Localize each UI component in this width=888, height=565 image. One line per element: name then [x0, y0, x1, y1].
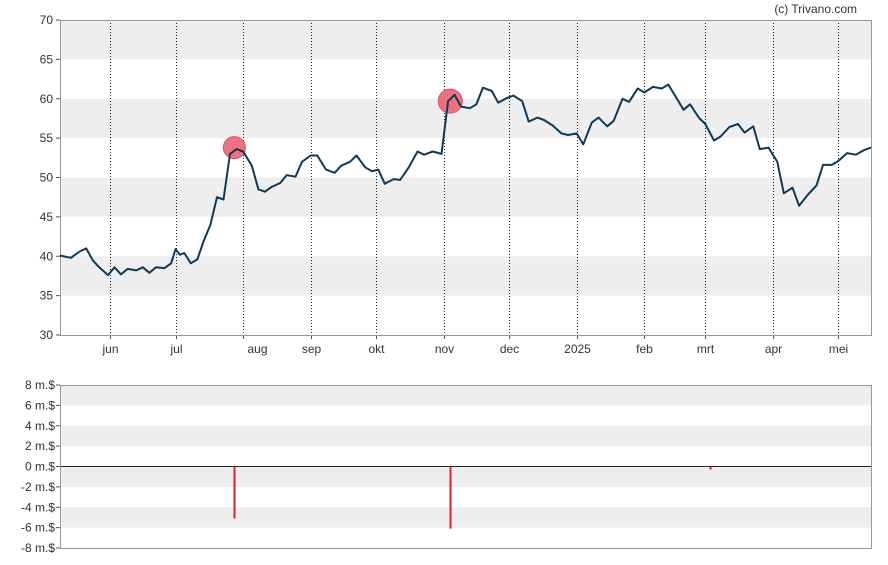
x-tick-label: dec	[500, 342, 519, 356]
y-tick-label: 65	[40, 52, 54, 66]
price-grid-band	[60, 98, 871, 139]
x-tick-label: jul	[169, 342, 182, 356]
price-panel: jun jul aug sep okt nov dec 2025 feb mrt apr mei 30 3…	[40, 13, 872, 356]
volume-plot-frame	[60, 385, 872, 549]
y-tick-label: 60	[40, 92, 54, 106]
price-grid-band	[60, 20, 871, 60]
y-tick-label: 45	[40, 210, 54, 224]
volume-y-tick-label: 8 m.$	[25, 378, 55, 392]
volume-y-tick-label: -8 m.$	[21, 541, 55, 555]
price-plot-frame	[60, 20, 872, 336]
x-tick-label: nov	[435, 342, 454, 356]
event-marker	[437, 88, 463, 114]
x-tick-label: mei	[829, 342, 848, 356]
y-tick-label: 40	[40, 249, 54, 263]
volume-y-tick-label: 0 m.$	[25, 460, 55, 474]
y-tick-label: 55	[40, 131, 54, 145]
volume-y-tick-label: -2 m.$	[21, 480, 55, 494]
x-tick-label: okt	[368, 342, 385, 356]
volume-y-tick-label: 6 m.$	[25, 398, 55, 412]
price-grid-band	[60, 177, 871, 217]
y-tick-label: 35	[40, 289, 54, 303]
x-tick-label: aug	[247, 342, 267, 356]
volume-y-tick-label: 2 m.$	[25, 439, 55, 453]
volume-grid-band	[60, 385, 871, 406]
volume-grid-band	[60, 507, 871, 528]
x-tick-label: mrt	[697, 342, 715, 356]
credit-text: (c) Trivano.com	[774, 2, 857, 16]
volume-panel: 8 m.$ 6 m.$ 4 m.$ 2 m.$ 0 m.$ -2 m.$ -4 m.$ -6 …	[21, 378, 872, 555]
x-tick-label: 2025	[564, 342, 591, 356]
volume-y-tick-label: 4 m.$	[25, 419, 55, 433]
y-tick-label: 70	[40, 13, 54, 27]
x-tick-label: sep	[302, 342, 322, 356]
price-series-line	[59, 83, 872, 277]
volume-y-tick-label: -4 m.$	[21, 500, 55, 514]
x-tick-label: feb	[636, 342, 653, 356]
y-tick-label: 50	[40, 171, 54, 185]
volume-grid-band	[60, 425, 871, 447]
volume-grid-band	[60, 466, 871, 487]
volume-y-tick-label: -6 m.$	[21, 521, 55, 535]
y-tick-label: 30	[40, 328, 54, 342]
event-marker	[222, 136, 246, 160]
x-tick-label: jun	[101, 342, 118, 356]
price-grid-band	[60, 256, 871, 296]
x-tick-label: apr	[765, 342, 782, 356]
